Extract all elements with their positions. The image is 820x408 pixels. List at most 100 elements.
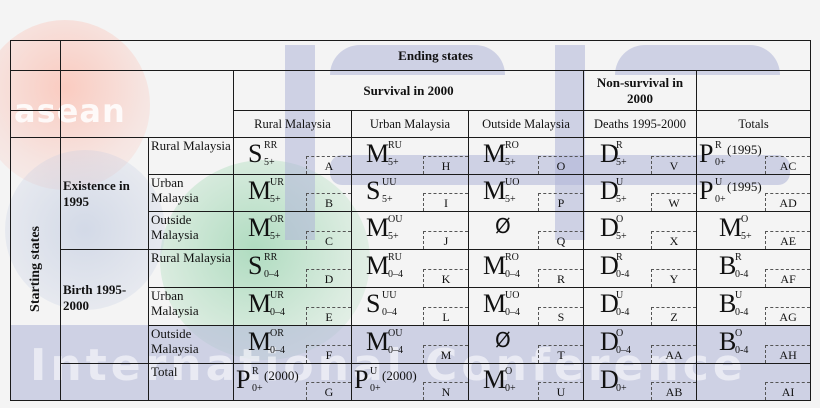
symbol-subscript: 0-4 [735, 307, 749, 318]
symbol-base: M [248, 213, 272, 242]
cell-code-box: X [651, 231, 696, 249]
symbol-base: B [719, 289, 737, 318]
matrix-cell-totals: AI [695, 363, 812, 401]
symbol: S RR 5+ [248, 140, 277, 169]
symbol-superscript: RR [264, 140, 278, 151]
cell-code-box: AC [765, 156, 810, 174]
corner-cell-c [60, 70, 234, 138]
symbol: P R 0+ (1995) [699, 139, 762, 169]
symbol-superscript: RR [264, 252, 278, 263]
symbol: S UU 5+ [366, 176, 396, 206]
starting-states-label: Starting states [27, 226, 43, 312]
symbol: B O 0-4 [719, 328, 748, 357]
symbol-base: M [248, 176, 272, 205]
cell-code-box: H [423, 156, 468, 174]
symbol-base: M [248, 327, 272, 356]
row-label: Rural Malaysia [148, 137, 234, 175]
table-row: Outside Malaysia M OR 0–4 F M OU 0–4 M Ø T D O 0–4 AA B… [11, 325, 812, 364]
symbol-subscript: 5+ [616, 194, 627, 205]
matrix-cell-outside: M UO 0–4 S [468, 287, 584, 326]
row-label: Outside Malaysia [148, 325, 234, 364]
symbol: D R 5+ [600, 139, 627, 169]
symbol-year: (2000) [264, 368, 299, 383]
col-deaths: Deaths 1995-2000 [583, 110, 697, 138]
cell-code-box: V [651, 156, 696, 174]
matrix-cell-deaths: D R 5+ V [583, 137, 697, 175]
symbol-base: S [248, 251, 263, 280]
cell-code-box: AI [765, 382, 810, 400]
cell-code-box: S [538, 307, 583, 325]
symbol: S RR 0–4 [248, 251, 279, 281]
matrix-cell-deaths: D U 0-4 Z [583, 287, 697, 326]
symbol-base: M [483, 176, 507, 205]
symbol-subscript: 5+ [388, 157, 399, 168]
matrix-cell-urban: M OU 5+ J [351, 211, 469, 250]
symbol: M UO 0–4 [483, 290, 520, 319]
symbol: D O 0–4 [600, 328, 631, 357]
symbol-base: D [600, 139, 619, 168]
symbol-superscript: O [735, 328, 743, 339]
symbol-base: M [483, 139, 507, 168]
symbol-year: (2000) [382, 368, 417, 383]
symbol-superscript: O [741, 214, 749, 225]
symbol: M RO 5+ [483, 139, 519, 169]
symbol-superscript: UR [270, 290, 284, 301]
col-outside-malaysia: Outside Malaysia [468, 110, 584, 138]
symbol-subscript: 5+ [741, 231, 752, 242]
symbol: P U 0+ (1995) [699, 177, 762, 206]
symbol-superscript: OR [270, 328, 284, 339]
symbol-superscript: OR [270, 214, 284, 225]
row-label: Rural Malaysia [148, 249, 234, 288]
matrix-cell-totals: B O 0-4 AH [695, 325, 812, 364]
matrix-cell-urban: M OU 0–4 M [351, 325, 469, 364]
symbol-subscript: 0-4 [735, 345, 749, 356]
symbol-superscript: O [505, 366, 513, 377]
symbol-superscript: RU [388, 252, 402, 263]
symbol: M RU 5+ [366, 140, 402, 169]
survival-header: Survival in 2000 [233, 70, 584, 111]
matrix-cell-outside: M RO 0–4 R [468, 249, 584, 288]
cell-code-box: F [306, 345, 351, 363]
empty-set-symbol: Ø [495, 214, 511, 238]
cell-code-box: D [306, 269, 351, 287]
matrix-cell-urban: S UU 5+ I [351, 174, 469, 212]
symbol-superscript: UO [505, 177, 520, 188]
symbol-base: P [699, 139, 714, 168]
symbol-superscript: RU [388, 140, 402, 151]
transition-matrix-table: Ending states Survival in 2000 Non-survi… [10, 40, 812, 401]
symbol-subscript: 0-4 [616, 269, 630, 280]
matrix-cell-rural: M UR 0–4 E [233, 287, 352, 326]
symbol: M OR 0–4 [248, 327, 285, 357]
matrix-cell-rural: S RR 0–4 D [233, 249, 352, 288]
symbol-base: D [600, 289, 619, 318]
cell-code-box: B [306, 193, 351, 211]
symbol: M RO 0–4 [483, 252, 520, 281]
symbol-base: S [366, 176, 381, 205]
symbol-superscript: RO [505, 140, 519, 151]
symbol-superscript: OU [388, 214, 403, 225]
starting-states-cell: Starting states [10, 137, 61, 401]
col-totals: Totals [695, 110, 812, 138]
symbol-subscript: 0+ [715, 157, 726, 168]
symbol-base: M [719, 213, 743, 242]
symbol-year: (1995) [727, 179, 762, 194]
cell-code-box: AH [765, 345, 810, 363]
totals-spacer [695, 70, 812, 111]
cell-code-box: N [423, 382, 468, 400]
symbol: D 0+ [600, 366, 627, 395]
symbol-superscript: RO [505, 252, 519, 263]
symbol-subscript: 0–4 [264, 269, 279, 280]
matrix-cell-rural: M OR 0–4 F [233, 325, 352, 364]
symbol-base: P [236, 365, 251, 394]
symbol-superscript: U [616, 177, 624, 188]
cell-code-box: L [423, 307, 468, 325]
col-urban-malaysia: Urban Malaysia [351, 110, 469, 138]
symbol: B U 0-4 [719, 289, 748, 319]
cell-code-box: AG [765, 307, 810, 325]
symbol: D O 5+ [600, 214, 627, 243]
matrix-cell-deaths: D R 0-4 Y [583, 249, 697, 288]
matrix-cell-deaths: D O 5+ X [583, 211, 697, 250]
cell-code-box: M [423, 345, 468, 363]
symbol-base: M [483, 365, 507, 394]
cell-code-box: P [538, 193, 583, 211]
